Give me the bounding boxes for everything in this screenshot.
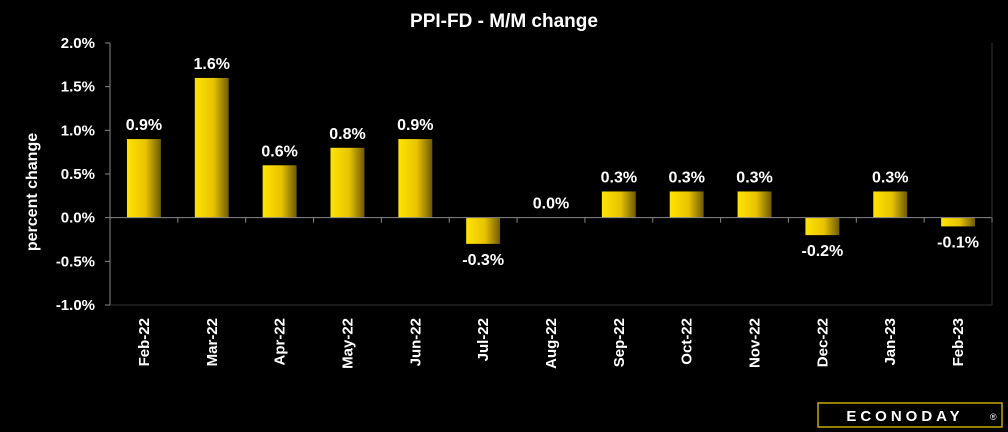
data-label: -0.2% bbox=[801, 243, 843, 260]
x-tick-label: Jun-22 bbox=[407, 318, 424, 366]
logo-box bbox=[817, 402, 1003, 428]
data-label: 0.3% bbox=[872, 169, 908, 186]
logo-text: ECONODAY bbox=[846, 408, 963, 425]
data-label: 0.3% bbox=[668, 169, 704, 186]
x-tick-label: Aug-22 bbox=[543, 318, 560, 369]
bar-series bbox=[126, 77, 976, 244]
axes bbox=[109, 43, 993, 306]
bar bbox=[669, 191, 704, 218]
y-axis-title: percent change bbox=[24, 133, 41, 251]
y-tick-label: 0.5% bbox=[61, 166, 95, 183]
x-tick-label: Mar-22 bbox=[204, 318, 221, 366]
bar bbox=[737, 191, 772, 218]
data-labels: 0.9% 1.6% 0.6% 0.8% 0.9% -0.3% 0.0% 0.3% 0.3% 0.3… bbox=[126, 56, 979, 269]
bar bbox=[262, 165, 297, 218]
x-tick-label: Dec-22 bbox=[814, 318, 831, 367]
x-tick-label: Feb-22 bbox=[136, 318, 153, 366]
data-label: 0.3% bbox=[736, 169, 772, 186]
bar bbox=[601, 191, 636, 218]
y-tick-label: 1.5% bbox=[61, 79, 95, 96]
y-tick-label: -1.0% bbox=[56, 297, 95, 314]
x-tick-label: May-22 bbox=[339, 318, 356, 369]
y-tick-label: 0.0% bbox=[61, 210, 95, 227]
econoday-logo: ECONODAY ® bbox=[817, 402, 1003, 428]
x-axis: Feb-22 Mar-22 Apr-22 May-22 Jun-22 Jul-22 Aug-… bbox=[109, 217, 993, 369]
data-label: 0.3% bbox=[601, 169, 637, 186]
data-label: 0.9% bbox=[397, 117, 433, 134]
y-tick-label: 1.0% bbox=[61, 122, 95, 139]
bar bbox=[466, 217, 501, 244]
bar bbox=[330, 147, 365, 218]
data-label: 0.9% bbox=[126, 117, 162, 134]
x-tick-label: Sep-22 bbox=[611, 318, 628, 367]
x-tick-label: Feb-23 bbox=[950, 318, 967, 366]
x-tick-label: Jan-23 bbox=[882, 318, 899, 366]
data-label: 0.6% bbox=[261, 143, 297, 160]
bar bbox=[873, 191, 908, 218]
data-label: 0.8% bbox=[329, 126, 365, 143]
x-tick-label: Oct-22 bbox=[679, 318, 696, 365]
bar bbox=[398, 139, 433, 218]
x-tick-label: Apr-22 bbox=[272, 318, 289, 366]
bar bbox=[941, 217, 976, 227]
data-label: 1.6% bbox=[194, 56, 230, 73]
data-label: 0.0% bbox=[533, 196, 569, 213]
chart-title: PPI-FD - M/M change bbox=[410, 11, 598, 32]
bar bbox=[126, 139, 161, 218]
y-tick-label: 2.0% bbox=[61, 35, 95, 52]
data-label: -0.3% bbox=[462, 252, 504, 269]
data-label: -0.1% bbox=[937, 234, 979, 251]
bar bbox=[194, 77, 229, 218]
x-tick-label: Jul-22 bbox=[475, 318, 492, 361]
y-axis: 2.0% 1.5% 1.0% 0.5% 0.0% -0.5% -1.0% bbox=[56, 35, 110, 314]
bar bbox=[805, 217, 840, 236]
y-tick-label: -0.5% bbox=[56, 253, 95, 270]
x-tick-label: Nov-22 bbox=[747, 318, 764, 368]
logo-registered-mark: ® bbox=[990, 412, 997, 422]
